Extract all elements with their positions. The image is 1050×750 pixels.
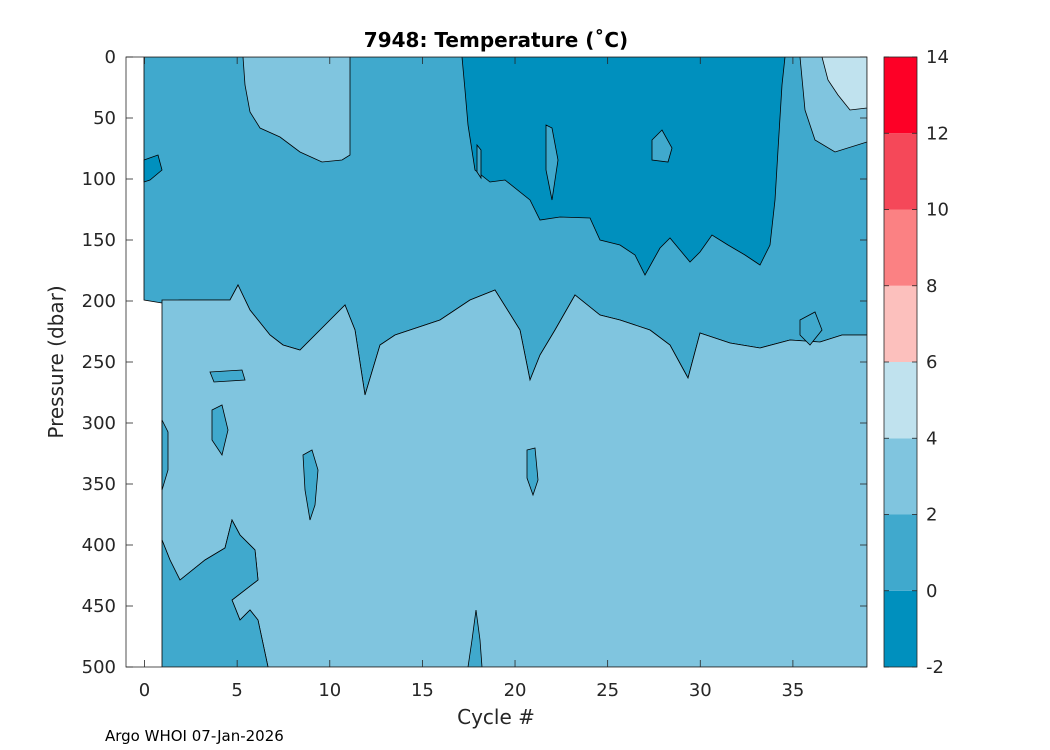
region-0-to-2-blob-f [161, 419, 169, 491]
y-tick-label-100: 100 [82, 169, 116, 190]
colorbar-label--2: -2 [926, 657, 944, 678]
region-0-to-2-blob-e [799, 311, 823, 346]
x-tick-label-15: 15 [411, 680, 434, 701]
region-0-to-2-inner-blob-c [476, 143, 482, 180]
contour-fills [143, 57, 867, 667]
colorbar-swatch-6-to-8 [884, 285, 917, 362]
region-0-to-2-blob-d [209, 369, 246, 383]
x-axis-label: Cycle # [457, 705, 535, 729]
colorbar: -2 0 2 4 6 8 10 12 14 [883, 47, 949, 678]
colorbar-label-0: 0 [926, 581, 937, 602]
y-tick-label-450: 450 [82, 596, 116, 617]
colorbar-label-12: 12 [926, 123, 949, 144]
chart-title: 7948: Temperature (˚C) [364, 28, 628, 52]
region-0-to-2-inner-blob-a [545, 124, 559, 201]
colorbar-label-14: 14 [926, 47, 949, 68]
y-tick-label-150: 150 [82, 230, 116, 251]
y-tick-label-50: 50 [93, 108, 116, 129]
y-tick-label-350: 350 [82, 474, 116, 495]
region-minus2-to-0-left-sliver [143, 154, 163, 183]
x-tick-label-35: 35 [781, 680, 804, 701]
y-tick-label-0: 0 [105, 47, 116, 68]
region-0-to-2-inner-blob-b [651, 129, 673, 163]
y-tick-label-500: 500 [82, 657, 116, 678]
y-tick-label-400: 400 [82, 535, 116, 556]
colorbar-label-8: 8 [926, 276, 937, 297]
colorbar-swatch-4-to-6 [884, 362, 917, 439]
colorbar-label-2: 2 [926, 505, 937, 526]
colorbar-swatch-8-to-10 [884, 209, 917, 286]
y-axis-ticks: 0 50 100 150 200 250 300 350 400 450 500 [82, 47, 867, 678]
y-tick-label-250: 250 [82, 352, 116, 373]
colorbar-label-10: 10 [926, 200, 949, 221]
colorbar-swatch-0-to-2 [884, 514, 917, 591]
footer-credit: Argo WHOI 07-Jan-2026 [105, 727, 284, 745]
x-tick-label-20: 20 [504, 680, 527, 701]
region-0-to-2-blob-a [302, 449, 319, 521]
region-minus2-to-0-cold [461, 57, 786, 276]
x-axis-ticks: 0 5 10 15 20 25 30 35 [139, 57, 804, 701]
colorbar-swatch-2-to-4 [884, 438, 917, 515]
region-4-to-6-top-right [821, 57, 867, 111]
colorbar-label-4: 4 [926, 428, 937, 449]
region-0-to-2-blob-b [211, 404, 229, 456]
colorbar-swatch--2-to-0 [884, 590, 917, 667]
x-tick-label-5: 5 [231, 680, 242, 701]
region-0-to-2-lower-left [161, 518, 269, 667]
region-2-to-4-surface-patch [242, 57, 351, 163]
x-tick-label-10: 10 [318, 680, 341, 701]
colorbar-swatch-10-to-12 [884, 133, 917, 210]
x-tick-label-25: 25 [596, 680, 619, 701]
region-0-to-2-blob-c [526, 447, 539, 497]
y-tick-label-300: 300 [82, 413, 116, 434]
y-tick-label-200: 200 [82, 291, 116, 312]
colorbar-label-6: 6 [926, 352, 937, 373]
x-tick-label-0: 0 [139, 680, 150, 701]
y-axis-label: Pressure (dbar) [44, 285, 68, 438]
region-0-to-2-column-18 [467, 609, 483, 667]
colorbar-swatch-12-to-14 [884, 57, 917, 134]
x-tick-label-30: 30 [689, 680, 712, 701]
